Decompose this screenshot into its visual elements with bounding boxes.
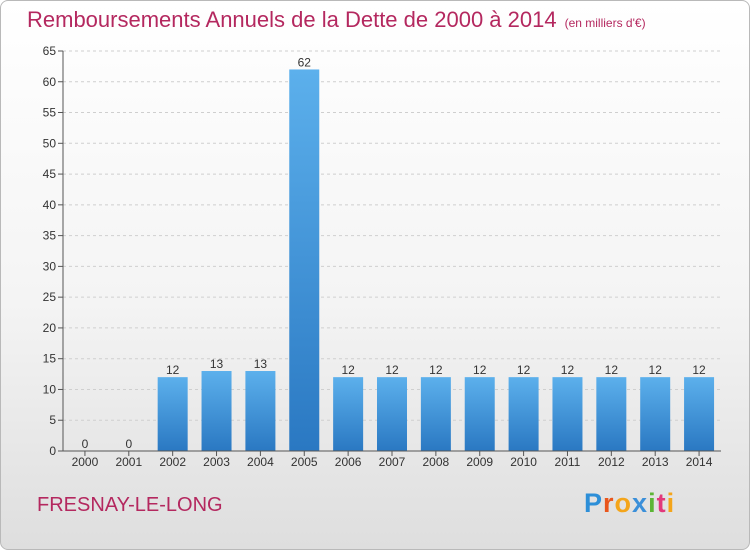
bar xyxy=(289,69,320,451)
x-tick-label: 2012 xyxy=(598,455,625,469)
y-tick-label: 30 xyxy=(43,259,57,273)
logo-letter: t xyxy=(656,488,667,518)
bar xyxy=(508,377,539,451)
chart-unit: (en milliers d'€) xyxy=(564,16,646,30)
x-tick-label: 2014 xyxy=(686,455,713,469)
bar xyxy=(157,377,188,451)
x-tick-label: 2002 xyxy=(159,455,186,469)
x-tick-label: 2004 xyxy=(247,455,274,469)
y-tick-label: 65 xyxy=(43,44,57,58)
data-label: 12 xyxy=(473,363,487,377)
data-label: 12 xyxy=(561,363,575,377)
x-tick-label: 2000 xyxy=(72,455,99,469)
x-tick-label: 2008 xyxy=(423,455,450,469)
y-tick-label: 25 xyxy=(43,290,57,304)
bar xyxy=(552,377,583,451)
y-tick-label: 35 xyxy=(43,229,57,243)
y-tick-label: 20 xyxy=(43,321,57,335)
y-tick-label: 0 xyxy=(49,444,56,458)
bar xyxy=(377,377,407,451)
data-label: 12 xyxy=(605,363,619,377)
bar xyxy=(245,371,276,451)
chart-title-text: Remboursements Annuels de la Dette de 20… xyxy=(27,7,557,32)
x-tick-label: 2007 xyxy=(379,455,406,469)
data-label: 12 xyxy=(385,363,399,377)
labels: 0 5 10 15 20 25 30 35 40 45 50 55 60 65 0 2000 0 2001 12 20… xyxy=(43,44,713,469)
bar xyxy=(596,377,627,451)
x-tick-label: 2006 xyxy=(335,455,362,469)
data-label: 62 xyxy=(298,55,312,69)
commune-name: FRESNAY-LE-LONG xyxy=(37,494,223,516)
x-tick-label: 2011 xyxy=(555,455,581,469)
chart-title: Remboursements Annuels de la Dette de 20… xyxy=(27,7,646,33)
bar xyxy=(333,377,364,451)
x-tick-label: 2009 xyxy=(466,455,493,469)
y-tick-label: 50 xyxy=(43,136,57,150)
data-label: 12 xyxy=(166,363,180,377)
bar xyxy=(684,377,715,451)
bar xyxy=(640,377,671,451)
y-tick-label: 10 xyxy=(43,382,57,396)
data-label: 12 xyxy=(649,363,663,377)
y-tick-label: 5 xyxy=(49,413,56,427)
data-label: 12 xyxy=(692,363,706,377)
y-tick-label: 15 xyxy=(43,352,57,366)
data-label: 13 xyxy=(210,357,224,371)
data-label: 12 xyxy=(341,363,355,377)
x-tick-label: 2003 xyxy=(203,455,230,469)
logo-letter: P xyxy=(584,488,604,518)
y-tick-label: 60 xyxy=(43,75,57,89)
x-tick-label: 2010 xyxy=(510,455,537,469)
axes xyxy=(58,50,721,456)
data-label: 12 xyxy=(517,363,531,377)
bar xyxy=(201,371,232,451)
logo-letter: o xyxy=(614,488,633,518)
data-label: 13 xyxy=(254,357,268,371)
proxiti-logo: Proxiti xyxy=(584,488,675,519)
bar xyxy=(420,377,451,451)
data-label: 0 xyxy=(82,437,89,451)
y-tick-label: 40 xyxy=(43,198,57,212)
y-tick-label: 45 xyxy=(43,167,57,181)
logo-letter: x xyxy=(632,488,649,518)
x-tick-label: 2013 xyxy=(642,455,669,469)
x-tick-label: 2001 xyxy=(115,455,142,469)
bar xyxy=(464,377,495,451)
logo-letter: r xyxy=(603,488,615,518)
data-label: 0 xyxy=(125,437,132,451)
y-tick-label: 55 xyxy=(43,106,57,120)
logo-letter: i xyxy=(648,488,657,518)
x-tick-label: 2005 xyxy=(291,455,318,469)
data-label: 12 xyxy=(429,363,443,377)
bars xyxy=(157,69,715,451)
logo-letter: i xyxy=(666,488,676,518)
